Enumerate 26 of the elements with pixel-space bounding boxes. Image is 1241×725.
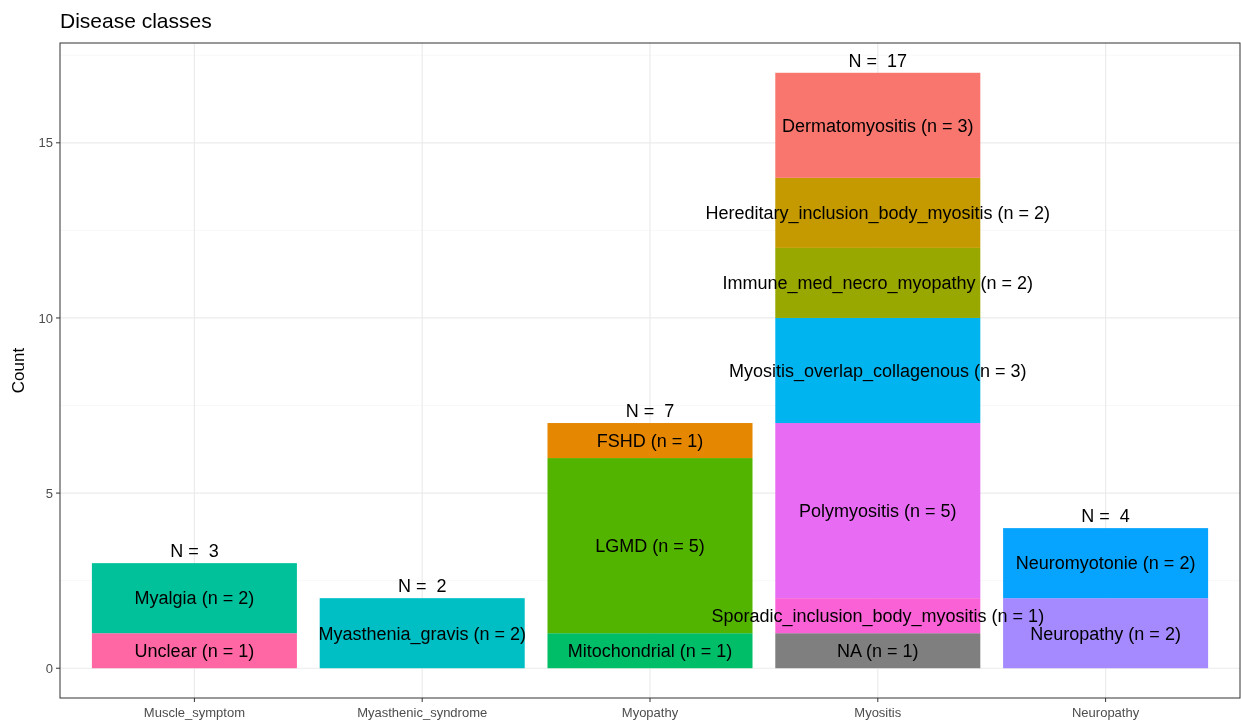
data-label: FSHD (n = 1) — [596, 430, 704, 451]
data-label: Mitochondrial (n = 1) — [567, 641, 733, 662]
total-label: N = 2 — [397, 576, 447, 597]
x-tick-label: Myositis — [854, 705, 902, 720]
x-tick-label: Myopathy — [621, 705, 679, 720]
y-tick-label: 0 — [45, 660, 53, 676]
data-label: NA (n = 1) — [837, 641, 919, 662]
y-tick-label: 5 — [45, 485, 53, 501]
data-label: LGMD (n = 5) — [595, 535, 705, 556]
total-label: N = 17 — [848, 50, 908, 71]
data-label: Myalgia (n = 2) — [134, 588, 255, 609]
x-tick-label: Neuropathy — [1071, 705, 1140, 720]
data-label: Unclear (n = 1) — [134, 641, 255, 662]
data-label: Polymyositis (n = 5) — [799, 500, 957, 521]
total-label: N = 7 — [625, 401, 675, 422]
data-label: Neuromyotonie (n = 2) — [1015, 553, 1196, 574]
data-label: Dermatomyositis (n = 3) — [782, 115, 974, 136]
y-tick-label: 15 — [38, 135, 53, 151]
total-label: N = 3 — [170, 541, 219, 562]
chart-title: Disease classes — [60, 9, 212, 32]
data-label: Myasthenia_gravis (n = 2) — [318, 623, 527, 645]
x-tick-label: Myasthenic_syndrome — [357, 705, 488, 720]
y-tick-label: 10 — [38, 310, 53, 326]
x-tick-label: Muscle_symptom — [143, 705, 245, 720]
y-axis-title: Count — [9, 347, 28, 394]
total-label: N = 4 — [1081, 506, 1130, 527]
